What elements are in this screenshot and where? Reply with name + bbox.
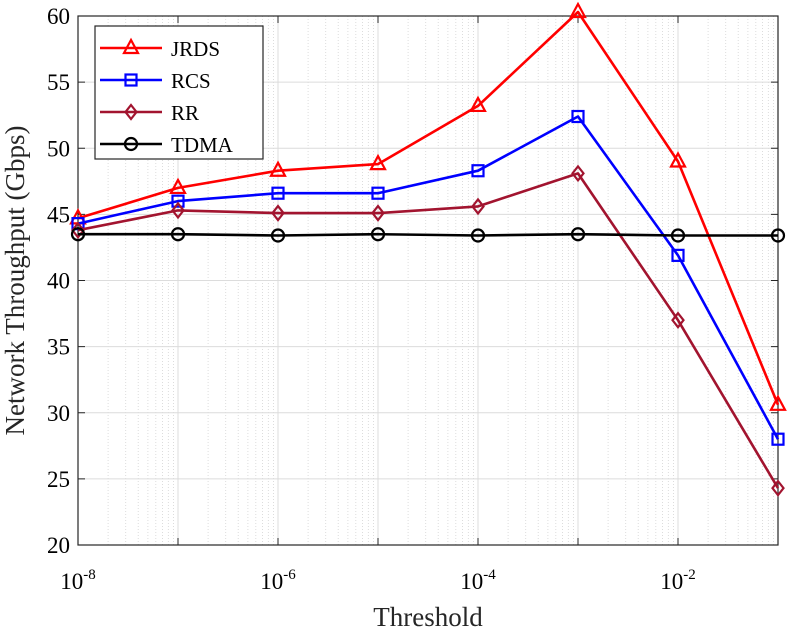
data-point-tdma: [670, 228, 686, 243]
y-tick-label: 20: [47, 533, 70, 558]
data-point-rcs: [271, 186, 285, 200]
data-point-tdma: [170, 227, 186, 242]
series-rcs: [71, 109, 785, 446]
legend-label-jrds: JRDS: [171, 37, 220, 61]
data-point-jrds: [169, 177, 187, 195]
series-line-rcs: [77, 115, 780, 440]
data-point-rcs: [171, 194, 185, 208]
data-point-tdma: [270, 228, 286, 243]
data-point-rr: [671, 311, 685, 329]
y-tick-label: 60: [47, 4, 70, 29]
legend-marker-rcs: [124, 73, 138, 87]
y-tick-label: 55: [47, 70, 70, 95]
legend-label-rcs: RCS: [171, 69, 211, 93]
data-point-rr: [171, 201, 185, 220]
legend-item-tdma: TDMA: [100, 133, 234, 157]
data-point-rcs: [771, 432, 785, 446]
data-point-tdma: [570, 227, 586, 242]
data-point-jrds: [569, 1, 587, 19]
legend-label-rr: RR: [171, 101, 199, 125]
data-point-rcs: [371, 186, 385, 200]
series-line-jrds: [77, 10, 780, 406]
data-point-rr: [371, 204, 385, 222]
series-line-tdma: [78, 232, 778, 237]
data-point-jrds: [369, 153, 387, 171]
legend-label-tdma: TDMA: [171, 133, 234, 157]
legend-marker-tdma: [123, 136, 139, 152]
data-point-rr: [471, 197, 485, 216]
data-point-jrds: [769, 394, 787, 411]
data-point-jrds: [469, 95, 487, 113]
data-point-rr: [771, 479, 785, 497]
data-point-rcs: [571, 109, 585, 124]
axis-ticks: 20 25 30 35 40 45 50 55 60 10-8 10-6 10-4 10-2: [47, 4, 779, 594]
y-tick-label: 35: [47, 335, 70, 360]
x-tick-label: 10-8: [60, 567, 96, 594]
legend-item-rr: RR: [100, 101, 199, 125]
series-jrds: [69, 1, 787, 411]
data-point-tdma: [770, 228, 786, 243]
data-point-rr: [71, 221, 85, 240]
data-point-rcs: [671, 248, 685, 262]
y-tick-label: 45: [47, 202, 70, 227]
y-tick-label: 40: [47, 269, 70, 294]
data-point-rcs: [471, 164, 485, 178]
legend-item-jrds: JRDS: [100, 37, 220, 61]
x-tick-label: 10-2: [660, 567, 696, 594]
legend-marker-rr: [124, 103, 138, 121]
y-tick-label: 30: [47, 401, 70, 426]
x-tick-label: 10-6: [260, 567, 296, 594]
data-point-tdma: [470, 228, 486, 243]
data-point-rr: [571, 164, 585, 183]
series-line-rr: [77, 172, 780, 489]
series-rr: [71, 164, 785, 497]
x-axis-label: Threshold: [373, 602, 483, 632]
y-tick-label: 50: [47, 136, 70, 161]
data-point-tdma: [70, 227, 86, 242]
data-point-jrds: [669, 151, 687, 168]
legend-item-rcs: RCS: [100, 69, 211, 93]
data-point-tdma: [370, 227, 386, 242]
data-point-jrds: [269, 160, 287, 177]
y-tick-label: 25: [47, 467, 70, 492]
legend-marker-jrds: [122, 37, 140, 55]
series-group: [69, 1, 787, 497]
data-point-rr: [271, 204, 285, 222]
legend: JRDS RCS RR TDMA: [94, 25, 264, 160]
y-axis-label: Network Throughput (Gbps): [0, 126, 30, 436]
x-tick-label: 10-4: [460, 567, 496, 594]
series-tdma: [70, 227, 786, 243]
